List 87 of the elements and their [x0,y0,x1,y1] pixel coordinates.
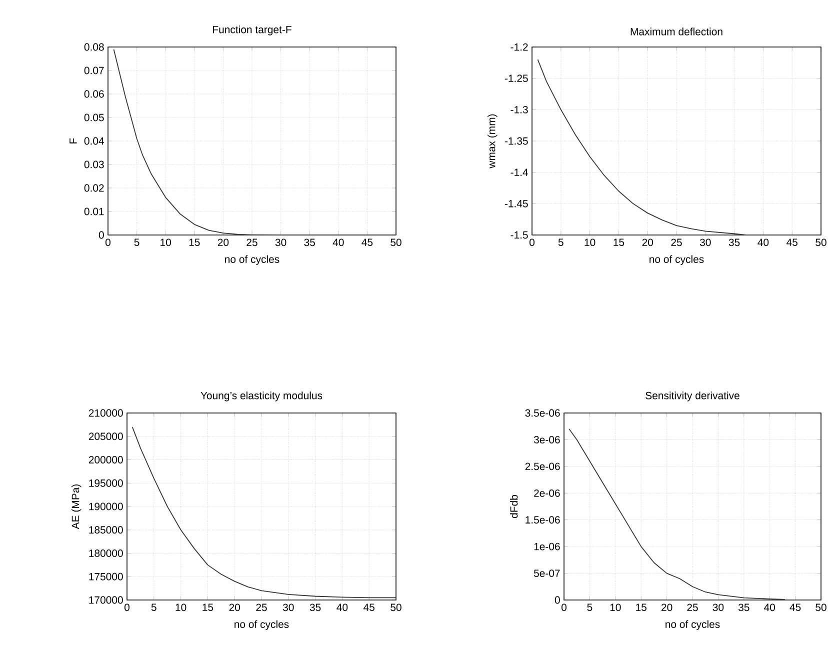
x-tick-label: 5 [151,604,156,611]
x-tick-label: 40 [764,604,776,612]
y-tick-label: 0.04 [84,137,104,145]
x-tick-label: 20 [229,604,240,612]
y-tick-label: 0.01 [84,208,104,216]
x-tick-label: 40 [336,604,348,612]
x-tick-label: 45 [790,604,801,611]
x-tick-label: 25 [687,604,698,612]
x-tick-label: 5 [134,238,140,246]
y-tick-label: 210000 [88,409,123,417]
x-axis-title: no of cycles [234,620,289,630]
x-tick-label: 10 [160,238,172,246]
y-tick-label: -1.45 [504,200,528,208]
x-tick-label: 40 [332,238,344,246]
x-tick-label: 15 [189,238,200,246]
x-tick-label: 20 [662,604,672,612]
y-tick-label: 170000 [89,596,123,604]
y-tick-label: 0 [98,231,104,239]
y-tick-label: 1e-06 [534,542,560,550]
x-tick-label: 20 [218,238,229,246]
x-tick-label: 30 [700,238,711,246]
x-tick-label: 25 [671,238,682,246]
chart-title: Maximum deflection [630,28,722,36]
x-tick-label: 45 [786,238,798,246]
y-tick-label: -1.35 [504,137,528,145]
y-tick-label: 5e-07 [534,570,560,577]
y-axis-title: F [70,138,77,144]
y-tick-label: 0 [554,596,560,604]
y-tick-label: -1.4 [510,168,528,176]
x-tick-label: 50 [390,604,402,612]
x-tick-label: 45 [364,604,374,611]
x-tick-label: 10 [584,238,596,246]
y-tick-label: 3.5e-06 [525,409,560,417]
y-axis-title: dFdb [510,495,518,518]
y-tick-label: 195000 [89,479,123,487]
y-tick-label: 175000 [89,572,123,580]
x-tick-label: 10 [610,604,621,612]
x-tick-label: 35 [304,238,315,246]
y-tick-label: 180000 [89,550,123,557]
x-tick-label: 50 [816,604,826,612]
x-tick-label: 50 [816,238,826,246]
y-tick-label: -1.3 [510,106,528,114]
y-tick-label: -1.25 [504,74,528,82]
x-tick-label: 25 [246,238,258,246]
x-tick-label: 0 [124,604,130,612]
y-tick-label: 190000 [89,502,123,510]
x-tick-label: 35 [728,238,740,246]
x-tick-label: 5 [587,604,592,611]
x-tick-label: 20 [642,238,654,246]
x-tick-label: 45 [362,238,373,246]
x-tick-label: 15 [636,604,646,611]
y-tick-label: 0.03 [84,160,104,168]
x-tick-label: 25 [256,604,267,612]
x-tick-label: 30 [712,604,724,612]
y-tick-label: 1.5e-06 [526,516,560,524]
x-tick-label: 30 [275,238,286,246]
x-axis-title: no of cycles [650,255,704,266]
x-tick-label: 30 [282,604,294,612]
y-tick-label: 3e-06 [534,436,560,444]
x-axis-title: no of cycles [225,255,280,266]
x-tick-label: 40 [758,238,769,246]
y-tick-label: 2e-06 [534,489,560,497]
x-tick-label: 0 [562,604,567,612]
y-tick-label: 200000 [88,456,123,464]
y-tick-label: 2.5e-06 [525,462,560,470]
y-axis-title: wmax (mm) [488,114,498,168]
x-tick-label: 15 [202,604,214,611]
chart-title: Sensitivity derivative [646,392,740,402]
y-tick-label: 0.02 [84,184,104,192]
y-tick-label: 0.05 [84,114,104,122]
chart-title: Function target-F [213,26,292,36]
y-tick-label: 0.08 [84,43,104,51]
y-tick-label: 205000 [88,432,123,440]
x-tick-label: 5 [558,238,564,246]
chart-title: Young’s elasticity modulus [200,392,322,402]
y-tick-label: 0.07 [84,66,104,74]
x-tick-label: 15 [614,238,624,246]
y-tick-label: -1.2 [510,43,528,51]
x-tick-label: 35 [310,604,321,612]
y-tick-label: -1.5 [510,231,528,239]
x-axis-title: no of cycles [666,620,720,630]
y-tick-label: 185000 [89,526,123,534]
x-tick-label: 10 [176,604,186,612]
y-axis-title: AE (MPa) [71,484,82,530]
y-tick-label: 0.06 [84,90,104,98]
x-tick-label: 35 [738,604,750,612]
x-tick-label: 50 [390,238,402,246]
